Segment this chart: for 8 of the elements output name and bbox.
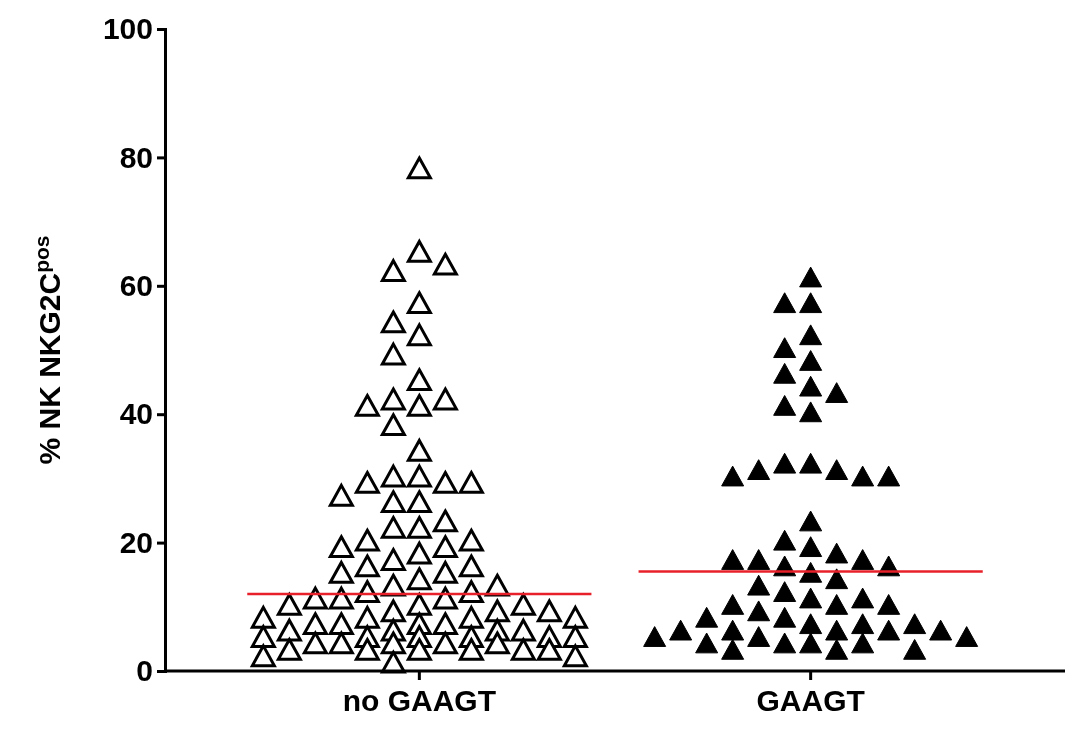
y-tick-label: 40 bbox=[119, 397, 153, 431]
y-tick-label: 80 bbox=[119, 140, 153, 174]
x-tick-label: GAAGT bbox=[756, 684, 865, 717]
y-tick-label: 0 bbox=[136, 654, 153, 688]
y-tick-label: 60 bbox=[119, 268, 153, 302]
y-tick-label: 20 bbox=[119, 525, 153, 559]
x-tick-label: no GAAGT bbox=[342, 684, 496, 717]
y-tick-label: 100 bbox=[102, 12, 153, 46]
